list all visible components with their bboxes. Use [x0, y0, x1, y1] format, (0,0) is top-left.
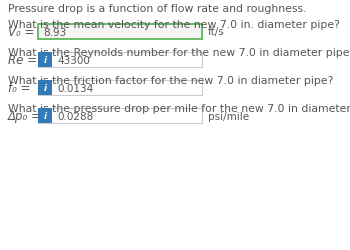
Text: What is the pressure drop per mile for the new 7.0 in diameter pipe?: What is the pressure drop per mile for t… — [8, 104, 350, 114]
Text: 43300: 43300 — [57, 55, 90, 65]
Text: i: i — [43, 112, 47, 120]
FancyBboxPatch shape — [38, 25, 202, 40]
Text: Pressure drop is a function of flow rate and roughness.: Pressure drop is a function of flow rate… — [8, 4, 307, 14]
Text: What is the mean velocity for the new 7.0 in. diameter pipe?: What is the mean velocity for the new 7.… — [8, 20, 340, 30]
FancyBboxPatch shape — [38, 81, 52, 96]
Text: ft/s: ft/s — [208, 28, 225, 37]
FancyBboxPatch shape — [38, 108, 202, 124]
Text: What is the friction factor for the new 7.0 in diameter pipe?: What is the friction factor for the new … — [8, 76, 333, 86]
Text: i: i — [43, 56, 47, 65]
Text: psi/mile: psi/mile — [208, 111, 249, 121]
Text: 8.93: 8.93 — [43, 28, 66, 37]
FancyBboxPatch shape — [38, 81, 202, 96]
Text: What is the Reynolds number for the new 7.0 in diameter pipe?: What is the Reynolds number for the new … — [8, 48, 350, 58]
Text: Re =: Re = — [8, 54, 37, 67]
Text: Δp₀ =: Δp₀ = — [8, 110, 42, 122]
FancyBboxPatch shape — [38, 108, 52, 124]
Text: i: i — [43, 84, 47, 93]
Text: f₀ =: f₀ = — [8, 82, 30, 94]
FancyBboxPatch shape — [38, 53, 202, 68]
FancyBboxPatch shape — [38, 53, 52, 68]
Text: V₀ =: V₀ = — [8, 26, 34, 39]
Text: 0.0134: 0.0134 — [57, 83, 93, 93]
Text: 0.0288: 0.0288 — [57, 111, 93, 121]
